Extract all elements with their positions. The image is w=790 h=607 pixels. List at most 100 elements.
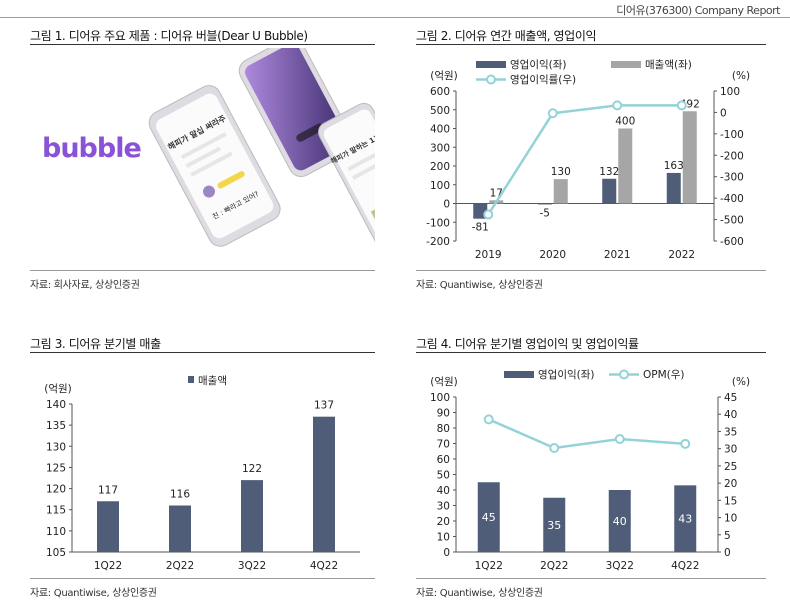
y-left-tick-label: 100: [430, 392, 450, 404]
y-tick-label: 105: [46, 547, 66, 559]
figure3-source: 자료: Quantiwise, 상상인증권: [30, 588, 157, 599]
y-left-unit: (억원): [430, 70, 458, 82]
report-header-text: 디어유(376300) Company Report: [616, 4, 780, 17]
legend-op-label: 영업이익(좌): [538, 368, 595, 381]
y-right-tick-label: 0: [720, 107, 727, 119]
y-left-tick-label: 300: [430, 142, 450, 154]
y-right-tick-label: 100: [720, 86, 740, 98]
bubble-logo: bubble: [42, 133, 142, 164]
y-tick-label: 115: [46, 505, 66, 517]
y-right-tick-label: 10: [724, 513, 737, 525]
y-right-tick-label: 15: [724, 495, 737, 507]
legend-opm-label: OPM(우): [643, 369, 685, 381]
figure4-bottom-rule: [416, 578, 766, 579]
figure1-top-rule: [30, 44, 375, 45]
y-right-unit: (%): [732, 70, 750, 82]
opm-point-2019: [483, 209, 494, 220]
bar-sales-2022: [682, 111, 697, 204]
x-tick-label-1Q22: 1Q22: [475, 560, 503, 572]
bar-sales-2Q22: [169, 505, 191, 552]
label-op-2Q22: 35: [547, 519, 561, 532]
y-left-tick-label: 90: [437, 408, 450, 420]
legend-sales-swatch: [611, 61, 641, 68]
quarterly-op-chart: 영업이익(좌) OPM(우)(억원) (%)01020304050607080901…: [430, 368, 750, 572]
x-tick-label-2Q22: 2Q22: [540, 560, 568, 572]
quarterly-sales-chart: 매출액 (억원) 105 110 115 120 125 130 135 140 117 1Q22 11…: [44, 375, 360, 572]
figure4-title: 그림 4. 디어유 분기별 영업이익 및 영업이익률: [416, 337, 639, 351]
legend-sales-label: 매출액: [198, 375, 227, 387]
y-tick-label: 110: [46, 526, 66, 538]
bar-op-4Q22: [674, 485, 697, 552]
y-right-tick-label: 20: [724, 478, 737, 490]
y-left-tick-label: 400: [430, 124, 450, 136]
y-left-tick-label: 10: [437, 532, 450, 544]
y-right-tick-label: 25: [724, 461, 737, 473]
y-left-tick-label: 80: [437, 423, 450, 435]
y-tick-label: 140: [46, 399, 66, 411]
label-sales-4Q22: 137: [314, 400, 334, 412]
phones-illustration: 해피가 알십 써라주 친 : 빠라고 있어? 해피가 말하는 1111: [148, 48, 375, 249]
y-unit: (억원): [44, 383, 72, 395]
x-tick-label-4Q22: 4Q22: [671, 560, 699, 572]
bar-sales-2020: [553, 179, 568, 204]
figure2-top-rule: [416, 44, 766, 45]
bar-op-2020: [537, 203, 552, 205]
bar-sales-1Q22: [97, 501, 119, 552]
y-tick-label: 120: [46, 484, 66, 496]
y-left-tick-label: 70: [437, 439, 450, 451]
y-left-tick-label: 20: [437, 516, 450, 528]
opm-point-2Q22: [549, 442, 560, 453]
label-sales-2Q22: 116: [170, 488, 190, 500]
y-right-tick-label: -300: [720, 172, 744, 184]
y-tick-label: 135: [46, 420, 66, 432]
y-left-tick-label: 200: [430, 161, 450, 173]
y-right-tick-label: 40: [724, 409, 737, 421]
label-op-2022: 163: [664, 160, 684, 172]
y-tick-label: 130: [46, 441, 66, 453]
phone-1: 해피가 알십 써라주 친 : 빠라고 있어?: [148, 85, 281, 247]
figure1-bottom-rule: [30, 270, 375, 271]
x-tick-label-3Q22: 3Q22: [606, 560, 634, 572]
bar-op-2Q22: [543, 497, 566, 552]
legend-opm-marker: [619, 369, 629, 380]
y-right-tick-label: 30: [724, 444, 737, 456]
bar-sales-2021: [618, 128, 633, 204]
label-sales-3Q22: 122: [242, 463, 262, 475]
y-left-tick-label: 0: [443, 547, 450, 559]
y-right-tick-label: -600: [720, 236, 744, 248]
legend-op-label: 영업이익(좌): [510, 58, 567, 71]
figure4-top-rule: [416, 352, 766, 353]
x-tick-label-2019: 2019: [475, 249, 502, 261]
y-right-tick-label: 35: [724, 426, 737, 438]
legend-opm-marker: [486, 74, 496, 85]
label-op-2020: -5: [540, 207, 550, 219]
y-left-tick-label: 100: [430, 180, 450, 192]
legend-opm-label: 영업이익률(우): [510, 73, 576, 86]
figure4-source: 자료: Quantiwise, 상상인증권: [416, 588, 543, 599]
y-right-tick-label: -200: [720, 150, 744, 162]
x-tick-label-2021: 2021: [604, 249, 631, 261]
x-tick-label-1Q22: 1Q22: [94, 560, 122, 572]
opm-point-2020: [547, 108, 558, 119]
y-right-tick-label: -500: [720, 215, 744, 227]
opm-point-3Q22: [614, 434, 625, 445]
y-right-tick-label: -100: [720, 129, 744, 141]
x-tick-label-2022: 2022: [668, 249, 695, 261]
x-tick-label-4Q22: 4Q22: [310, 560, 338, 572]
opm-point-4Q22: [680, 438, 691, 449]
y-tick-label: 125: [46, 462, 66, 474]
x-tick-label-3Q22: 3Q22: [238, 560, 266, 572]
y-left-tick-label: 500: [430, 105, 450, 117]
label-op-2021: 132: [599, 166, 619, 178]
y-left-unit: (억원): [430, 376, 458, 388]
bar-op-2021: [602, 178, 617, 204]
label-op-4Q22: 43: [678, 513, 692, 526]
figure2-source: 자료: Quantiwise, 상상인증권: [416, 280, 543, 291]
figure1-source: 자료: 회사자료, 상상인증권: [30, 280, 140, 291]
y-left-tick-label: 60: [437, 454, 450, 466]
legend-op-swatch: [504, 371, 534, 378]
figure3-bottom-rule: [30, 578, 375, 579]
bar-sales-3Q22: [241, 480, 263, 552]
bar-op-3Q22: [608, 490, 631, 552]
phone-3: 해피가 말하는 1111: [318, 102, 375, 249]
